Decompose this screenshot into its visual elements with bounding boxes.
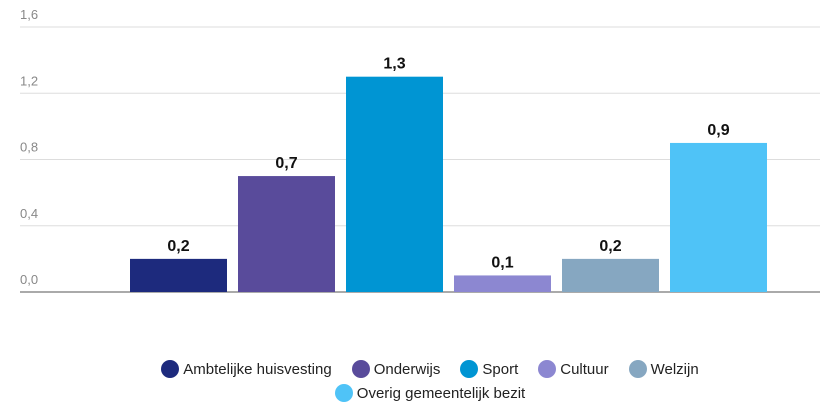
value-label: 0,2 — [167, 238, 189, 255]
value-label: 1,3 — [383, 56, 405, 73]
legend-item: Sport — [460, 360, 518, 378]
legend-swatch — [161, 360, 180, 378]
y-tick-label: 0,4 — [20, 206, 38, 221]
legend-swatch — [351, 360, 370, 378]
legend-swatch — [460, 360, 479, 378]
bar — [238, 176, 335, 292]
legend-label: Overig gemeentelijk bezit — [356, 384, 526, 402]
value-label: 0,7 — [275, 155, 297, 172]
legend-swatch — [538, 360, 557, 378]
legend-label: Onderwijs — [373, 360, 441, 378]
legend-item: Onderwijs — [351, 360, 441, 378]
legend-item: Welzijn — [628, 360, 699, 378]
value-label: 0,1 — [491, 254, 513, 271]
chart: 0,0 0,4 0,8 1,2 1,6 0,2 0,7 1,3 0,1 0,2 0,9 — [20, 7, 820, 293]
legend-swatch — [334, 384, 353, 402]
legend-swatch — [628, 360, 647, 378]
bar — [130, 258, 227, 292]
y-tick-label: 1,2 — [20, 73, 38, 88]
legend-label: Cultuur — [560, 360, 609, 378]
value-label: 0,9 — [707, 122, 729, 139]
bar — [670, 142, 767, 292]
legend-item: Ambtelijke huisvesting — [161, 360, 332, 378]
y-tick-label: 0,8 — [20, 140, 38, 155]
legend-label: Ambtelijke huisvesting — [183, 360, 332, 378]
legend: Ambtelijke huisvesting Onderwijs Sport Cult… — [70, 360, 790, 402]
y-tick-label: 0,0 — [20, 272, 38, 287]
legend-label: Welzijn — [650, 360, 699, 378]
value-label: 0,2 — [599, 238, 621, 255]
legend-item: Overig gemeentelijk bezit — [334, 384, 526, 402]
y-tick-label: 1,6 — [20, 7, 38, 22]
bar — [454, 275, 551, 292]
bar — [346, 76, 443, 292]
bar — [562, 258, 659, 292]
legend-label: Sport — [482, 360, 519, 378]
legend-item: Cultuur — [538, 360, 609, 378]
